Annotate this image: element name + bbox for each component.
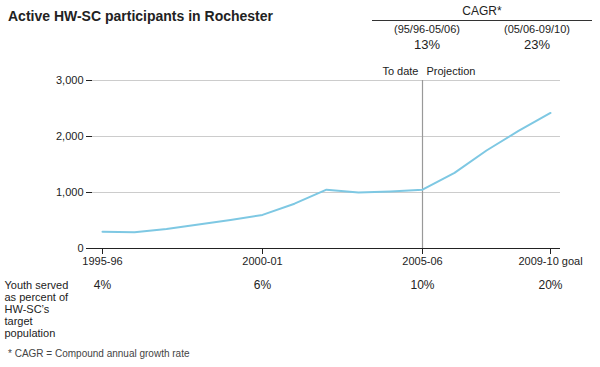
svg-text:1,000: 1,000 xyxy=(56,186,84,198)
svg-text:0: 0 xyxy=(77,242,83,254)
svg-text:1995-96: 1995-96 xyxy=(82,255,122,267)
svg-text:2009-10 goal: 2009-10 goal xyxy=(518,255,582,267)
svg-text:6%: 6% xyxy=(254,278,272,292)
html-text:13%: 13% xyxy=(414,37,440,52)
html-text:Active HW-SC participants in R: Active HW-SC participants in Rochester xyxy=(8,8,273,24)
svg-text:2000-01: 2000-01 xyxy=(242,255,282,267)
svg-text:Youth servedas percent ofHW-SC: Youth servedas percent ofHW-SC’stargetpo… xyxy=(5,279,70,339)
html-text:* CAGR = Compound annual growt: * CAGR = Compound annual growth rate xyxy=(8,348,190,359)
html-text:CAGR*: CAGR* xyxy=(462,4,502,18)
svg-text:3,000: 3,000 xyxy=(56,74,84,86)
svg-text:Projection: Projection xyxy=(427,65,476,77)
html-text:(05/06-09/10): (05/06-09/10) xyxy=(504,23,570,35)
svg-text:2005-06: 2005-06 xyxy=(402,255,442,267)
html-text:(95/96-05/06): (95/96-05/06) xyxy=(394,23,460,35)
svg-text:10%: 10% xyxy=(410,278,434,292)
svg-text:To date: To date xyxy=(382,65,418,77)
svg-text:20%: 20% xyxy=(538,278,562,292)
svg-text:2,000: 2,000 xyxy=(56,130,84,142)
html-text:23%: 23% xyxy=(524,37,550,52)
svg-text:4%: 4% xyxy=(94,278,112,292)
